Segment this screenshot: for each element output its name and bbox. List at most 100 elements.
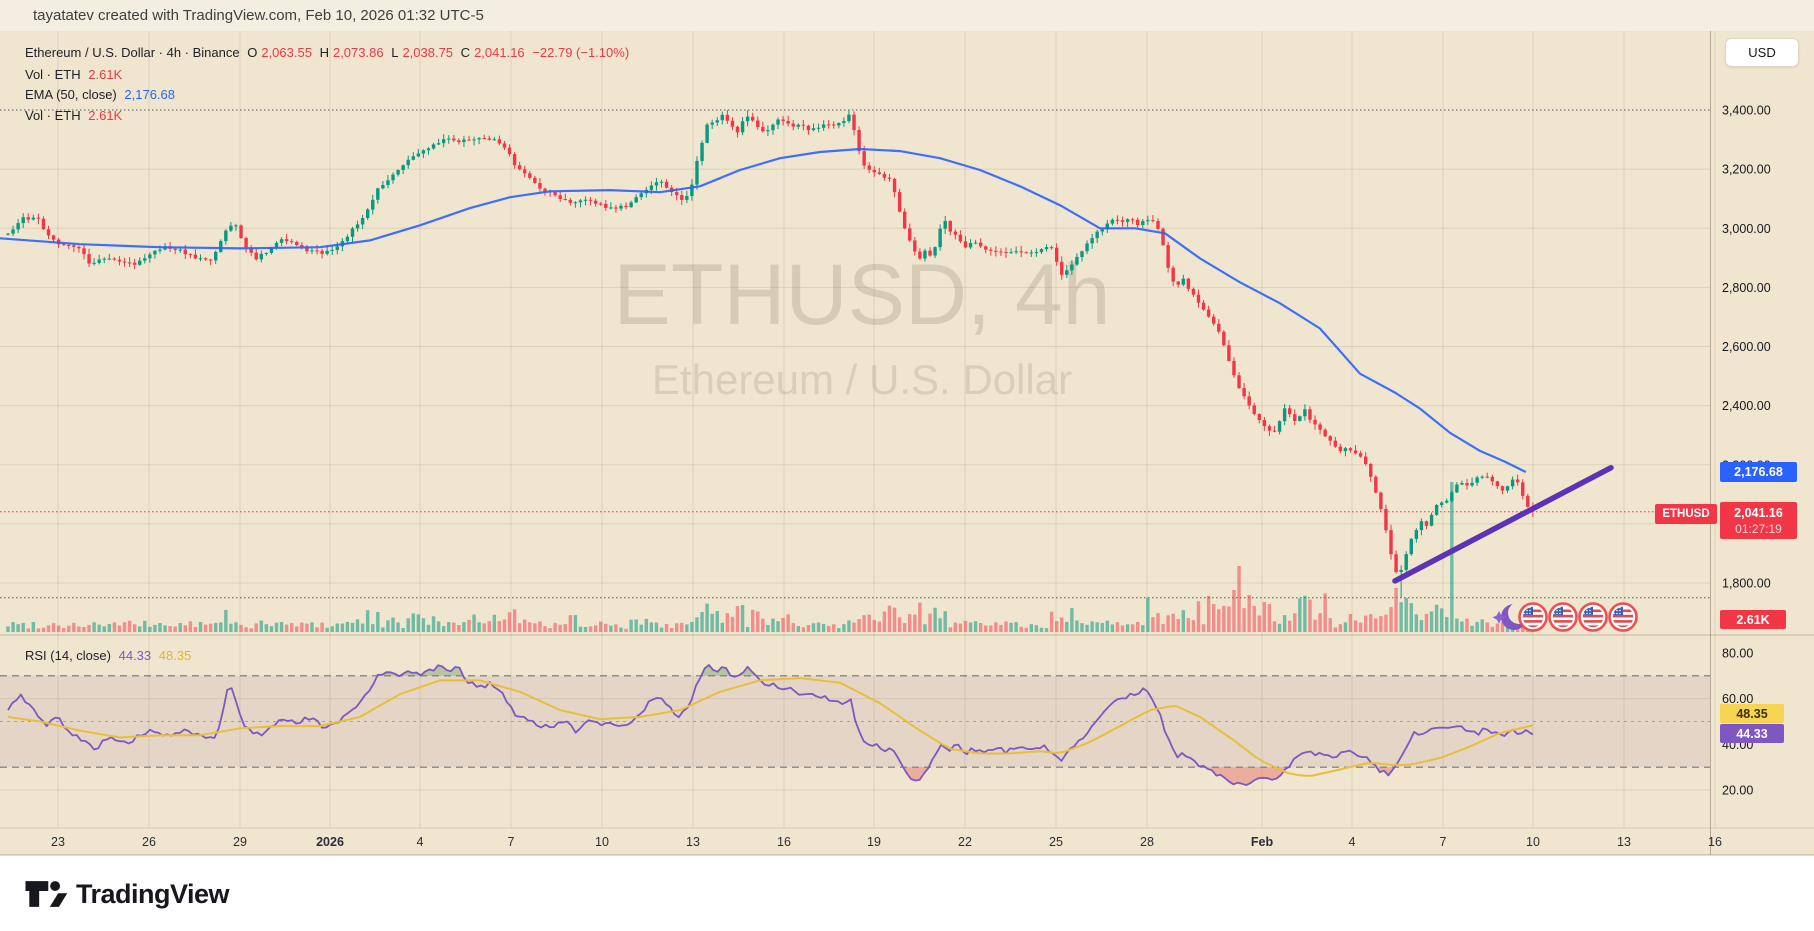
volume-bar bbox=[1049, 611, 1054, 632]
volume-bar bbox=[1242, 608, 1246, 632]
candle bbox=[82, 248, 86, 255]
volume-bar bbox=[740, 605, 745, 632]
price-axis-label: 2,600.00 bbox=[1722, 340, 1771, 354]
candle bbox=[720, 114, 725, 121]
us-flag-event-icon[interactable] bbox=[1550, 604, 1577, 631]
volume-bar bbox=[21, 622, 25, 632]
time-axis-label: 29 bbox=[233, 835, 247, 849]
rsi-axis-label: 80.00 bbox=[1722, 647, 1753, 661]
candle bbox=[826, 124, 831, 126]
currency-toggle-button[interactable]: USD bbox=[1725, 38, 1799, 67]
volume-bar bbox=[158, 622, 162, 632]
volume-bar bbox=[1044, 628, 1049, 632]
volume-bar bbox=[300, 622, 304, 632]
candle bbox=[1105, 223, 1110, 230]
candle bbox=[62, 244, 66, 246]
volume-bar bbox=[512, 609, 517, 632]
candle bbox=[538, 182, 542, 189]
volume-bar bbox=[381, 627, 385, 632]
volume-bar bbox=[1252, 605, 1256, 632]
tradingview-logo[interactable]: TradingView bbox=[24, 878, 230, 910]
candle bbox=[1485, 476, 1489, 478]
volume-bar bbox=[664, 624, 669, 632]
candle bbox=[994, 250, 998, 252]
volume-bar bbox=[467, 619, 471, 632]
candle bbox=[31, 217, 36, 220]
volume-bar bbox=[624, 628, 628, 632]
volume-bar bbox=[1176, 619, 1180, 632]
candle bbox=[11, 229, 15, 234]
volume-bar bbox=[1029, 624, 1034, 632]
volume-bar bbox=[51, 623, 56, 632]
candle bbox=[259, 253, 263, 260]
candle bbox=[401, 165, 405, 171]
candle bbox=[1374, 476, 1378, 493]
volume-bar bbox=[178, 622, 182, 632]
volume-bar bbox=[269, 626, 274, 632]
candle bbox=[740, 121, 745, 133]
us-flag-event-icon[interactable] bbox=[1610, 604, 1637, 631]
volume-bar bbox=[629, 619, 633, 632]
volume-bar bbox=[457, 624, 461, 632]
time-axis[interactable]: 23 26 29 2026 4 7 10 13 16 19 22 25 28 Feb 4 7 10 13 16 bbox=[51, 835, 1722, 849]
volume-bar bbox=[1414, 614, 1419, 632]
volume-bar bbox=[1009, 622, 1013, 632]
candle bbox=[436, 143, 441, 145]
candle bbox=[1526, 495, 1530, 507]
candle bbox=[933, 247, 937, 256]
candle bbox=[345, 236, 350, 242]
candle bbox=[745, 116, 750, 122]
trendline-drawing[interactable] bbox=[1392, 464, 1614, 584]
volume-bar bbox=[376, 612, 380, 632]
candle bbox=[862, 151, 866, 166]
candle bbox=[148, 254, 152, 259]
currency-toggle-label: USD bbox=[1748, 45, 1776, 60]
volume-bar bbox=[1465, 618, 1469, 632]
candle bbox=[457, 140, 461, 143]
volume-bar bbox=[963, 620, 968, 632]
candle bbox=[1019, 251, 1023, 253]
volume-bar bbox=[487, 621, 491, 632]
volume-bar bbox=[578, 626, 583, 632]
volume-bar bbox=[249, 628, 253, 632]
candle bbox=[963, 241, 968, 248]
candle bbox=[1034, 252, 1039, 254]
volume-bar bbox=[1308, 599, 1312, 632]
candle bbox=[112, 258, 117, 260]
event-flags-cluster[interactable] bbox=[1492, 597, 1648, 642]
volume-bar bbox=[690, 621, 694, 632]
volume-bar bbox=[1369, 614, 1373, 632]
volume-bar bbox=[1323, 593, 1327, 632]
volume-label-2: Vol · ETH bbox=[25, 108, 81, 123]
volume-bar bbox=[107, 624, 112, 632]
legend-volume-row-1: Vol · ETH 2.61K bbox=[25, 67, 126, 82]
volume-bar bbox=[1237, 566, 1241, 632]
candle bbox=[452, 138, 456, 141]
candle bbox=[239, 225, 243, 238]
candle bbox=[1044, 247, 1049, 250]
legend-volume-row-2: Vol · ETH 2.61K bbox=[25, 108, 126, 123]
volume-bar bbox=[355, 619, 360, 632]
volume-bar bbox=[143, 620, 147, 632]
volume-bar bbox=[619, 627, 623, 632]
volume-bar bbox=[593, 625, 598, 632]
volume-bar bbox=[847, 620, 851, 632]
price-axis-label: 3,400.00 bbox=[1722, 104, 1771, 118]
volume-bar bbox=[340, 623, 345, 632]
legend-ema-row: EMA (50, close) 2,176.68 bbox=[25, 87, 179, 102]
volume-bar bbox=[1439, 608, 1444, 632]
candle bbox=[649, 185, 654, 190]
candle bbox=[1146, 220, 1150, 222]
candle bbox=[1065, 270, 1069, 275]
volume-bar bbox=[421, 618, 426, 632]
candle bbox=[634, 197, 638, 203]
volume-bar bbox=[1277, 623, 1282, 632]
us-flag-event-icon[interactable] bbox=[1520, 604, 1547, 631]
us-flag-event-icon[interactable] bbox=[1580, 604, 1607, 631]
last-price-badge: 2,041.16 01:27:19 bbox=[1720, 502, 1797, 539]
volume-bar bbox=[1100, 622, 1104, 632]
volume-bar bbox=[776, 621, 780, 632]
volume-bar bbox=[1363, 615, 1368, 632]
